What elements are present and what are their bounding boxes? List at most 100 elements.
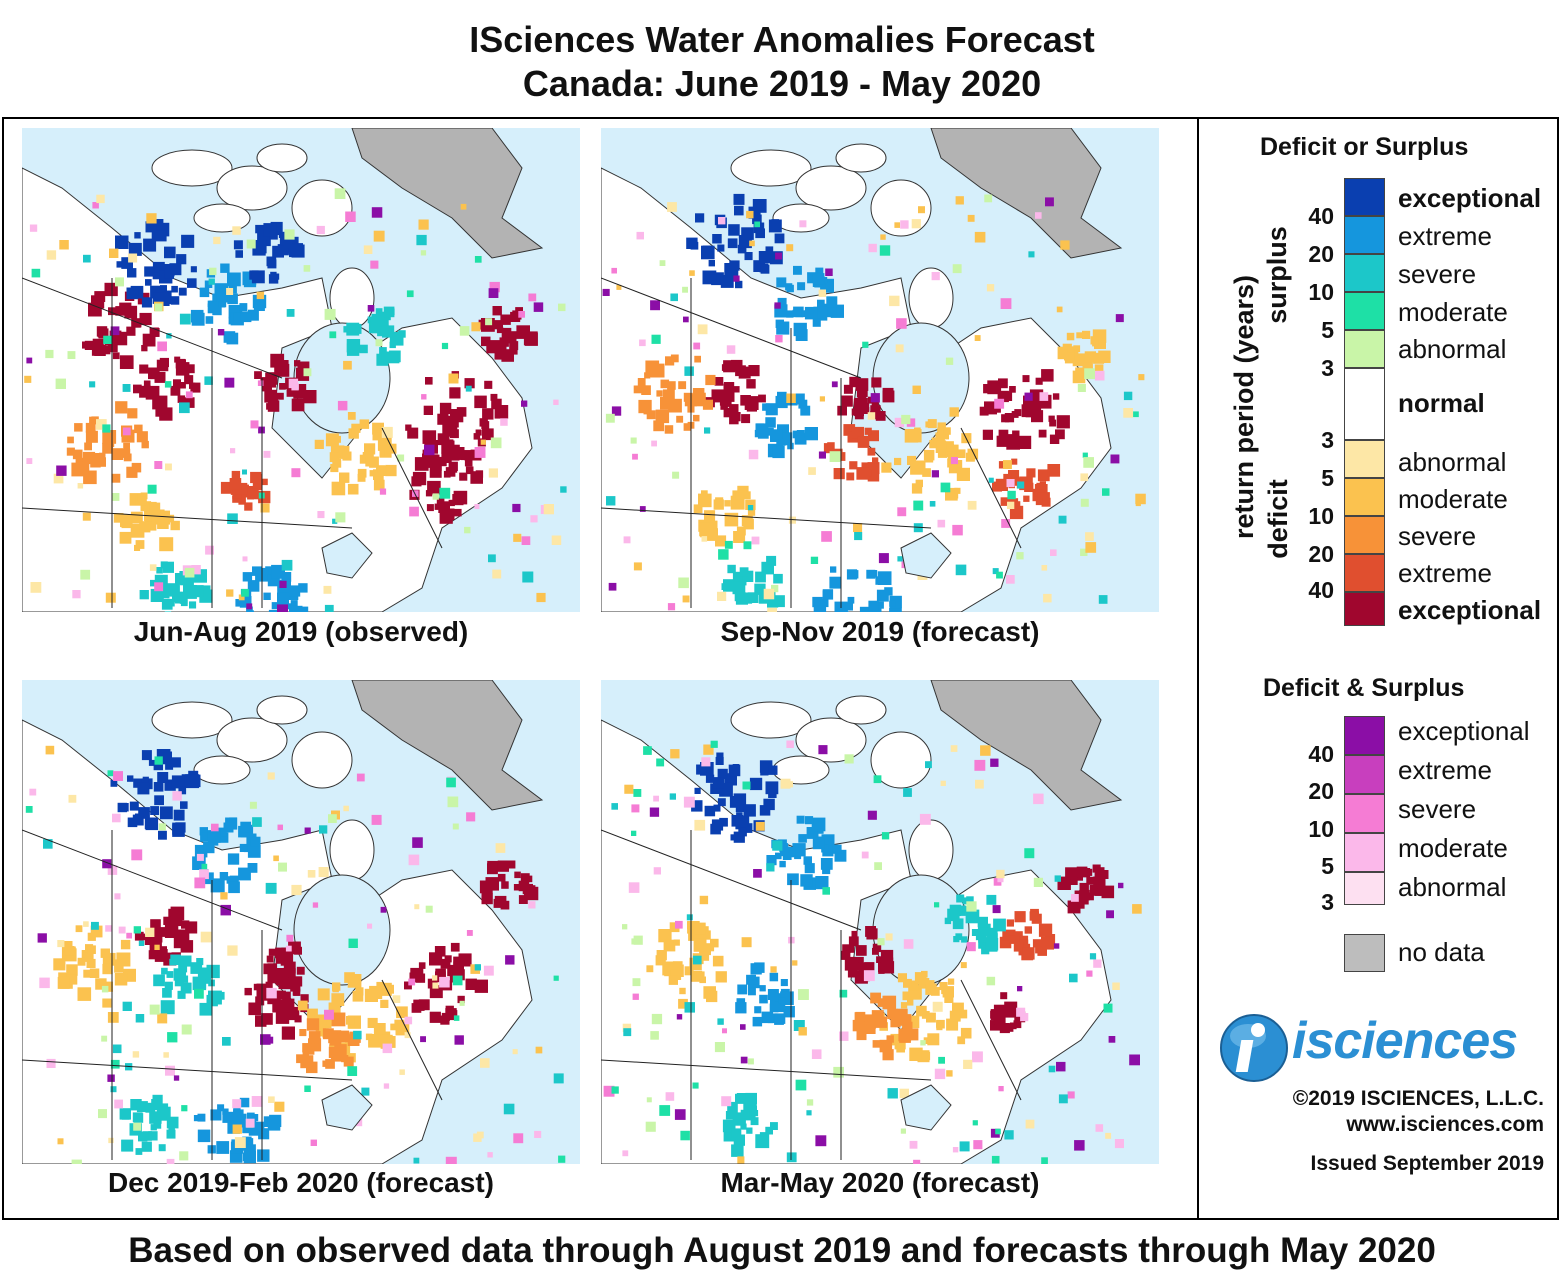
anomaly-cell xyxy=(165,761,174,770)
label-deficit-exceptional: exceptional xyxy=(1398,595,1542,625)
anomaly-cell xyxy=(242,556,248,562)
anomaly-cell xyxy=(159,407,173,421)
anomaly-cell xyxy=(174,591,187,604)
anomaly-cell xyxy=(257,380,264,386)
tick-deficit-20: 20 xyxy=(1308,541,1334,567)
anomaly-cell xyxy=(347,412,356,420)
anomaly-cell xyxy=(665,356,675,366)
anomaly-cell xyxy=(365,1033,373,1041)
anomaly-cell xyxy=(183,588,191,596)
anomaly-cell xyxy=(955,564,967,576)
anomaly-cell xyxy=(432,975,438,981)
anomaly-cell xyxy=(111,493,120,501)
anomaly-cell xyxy=(1058,515,1067,524)
anomaly-cell xyxy=(164,381,172,388)
anomaly-cell xyxy=(146,213,157,224)
anomaly-cell xyxy=(439,487,451,499)
anomaly-cell xyxy=(281,559,293,571)
anomaly-cell xyxy=(733,831,745,843)
anomaly-cell xyxy=(204,376,213,385)
anomaly-cell xyxy=(148,759,155,766)
map-panel-sep-nov-2019 xyxy=(601,128,1159,612)
anomaly-cell xyxy=(72,449,83,460)
anomaly-cell xyxy=(500,418,508,426)
anomaly-cell xyxy=(1000,298,1012,309)
website-link[interactable]: www.isciences.com xyxy=(1346,1113,1544,1136)
tick-both-40: 40 xyxy=(1308,741,1334,767)
anomaly-cell xyxy=(81,950,94,962)
anomaly-cell xyxy=(932,1001,943,1012)
anomaly-cell xyxy=(735,1093,745,1104)
anomaly-cell xyxy=(774,233,785,244)
anomaly-cell xyxy=(770,966,777,973)
anomaly-cell xyxy=(931,272,940,281)
anomaly-cell xyxy=(866,928,878,940)
anomaly-cell xyxy=(890,1033,902,1046)
anomaly-cell xyxy=(745,1092,757,1105)
anomaly-cell xyxy=(497,860,509,872)
anomaly-cell xyxy=(543,504,554,515)
anomaly-cell xyxy=(950,745,958,752)
anomaly-cell xyxy=(636,231,644,240)
anomaly-cell xyxy=(938,1056,945,1064)
anomaly-cell xyxy=(325,1059,335,1069)
anomaly-cell xyxy=(867,470,880,482)
anomaly-cell xyxy=(239,596,252,608)
anomaly-cell xyxy=(777,297,787,307)
anomaly-cell xyxy=(994,398,1005,409)
anomaly-cell xyxy=(1080,548,1088,556)
anomaly-cell xyxy=(497,873,506,882)
tick-surplus-40: 40 xyxy=(1308,203,1334,229)
anomaly-cell xyxy=(981,946,990,955)
anomaly-cell xyxy=(122,1001,132,1011)
anomaly-cell xyxy=(987,927,998,939)
anomaly-cell xyxy=(775,1001,786,1013)
anomaly-cell xyxy=(166,583,180,597)
anomaly-cell xyxy=(837,405,847,416)
anomaly-cell xyxy=(761,1011,774,1024)
arctic-island xyxy=(772,203,830,233)
anomaly-cell xyxy=(849,461,858,470)
anomaly-cell xyxy=(109,330,122,343)
anomaly-cell xyxy=(846,472,855,481)
anomaly-cell xyxy=(273,855,279,862)
anomaly-cell xyxy=(855,1011,866,1022)
anomaly-cell xyxy=(889,607,902,612)
anomaly-cell xyxy=(520,873,530,883)
anomaly-cell xyxy=(806,1110,812,1116)
anomaly-cell xyxy=(268,948,276,956)
anomaly-cell xyxy=(972,1120,978,1126)
label-both-extreme: extreme xyxy=(1398,755,1492,785)
anomaly-cell xyxy=(131,462,142,473)
anomaly-cell xyxy=(83,254,91,263)
anomaly-cell xyxy=(692,1082,699,1089)
anomaly-cell xyxy=(670,969,682,980)
anomaly-cell xyxy=(377,465,386,473)
anomaly-cell xyxy=(178,287,187,296)
anomaly-cell xyxy=(310,1043,319,1052)
anomaly-cell xyxy=(765,781,779,795)
swatch-surplus-extreme xyxy=(1344,216,1385,254)
anomaly-layer xyxy=(25,745,566,1164)
anomaly-cell xyxy=(611,803,618,810)
anomaly-cell xyxy=(773,595,785,608)
anomaly-cell xyxy=(660,379,670,389)
anomaly-cell xyxy=(1023,495,1030,502)
anomaly-cell xyxy=(1013,1020,1022,1029)
anomaly-cell xyxy=(157,1013,168,1024)
anomaly-cell xyxy=(281,1003,293,1015)
anomaly-cell xyxy=(767,607,777,612)
label-normal: normal xyxy=(1398,388,1485,418)
anomaly-cell xyxy=(180,955,192,967)
anomaly-cell xyxy=(881,832,890,840)
anomaly-cell xyxy=(1105,1132,1112,1139)
anomaly-cell xyxy=(786,740,794,748)
anomaly-cell xyxy=(58,972,67,981)
anomaly-cell xyxy=(252,817,262,827)
anomaly-cell xyxy=(408,854,420,866)
anomaly-cell xyxy=(345,211,356,222)
anomaly-cell xyxy=(329,452,340,462)
anomaly-cell xyxy=(454,508,462,517)
anomaly-cell xyxy=(328,814,337,823)
anomaly-cell xyxy=(379,488,387,495)
